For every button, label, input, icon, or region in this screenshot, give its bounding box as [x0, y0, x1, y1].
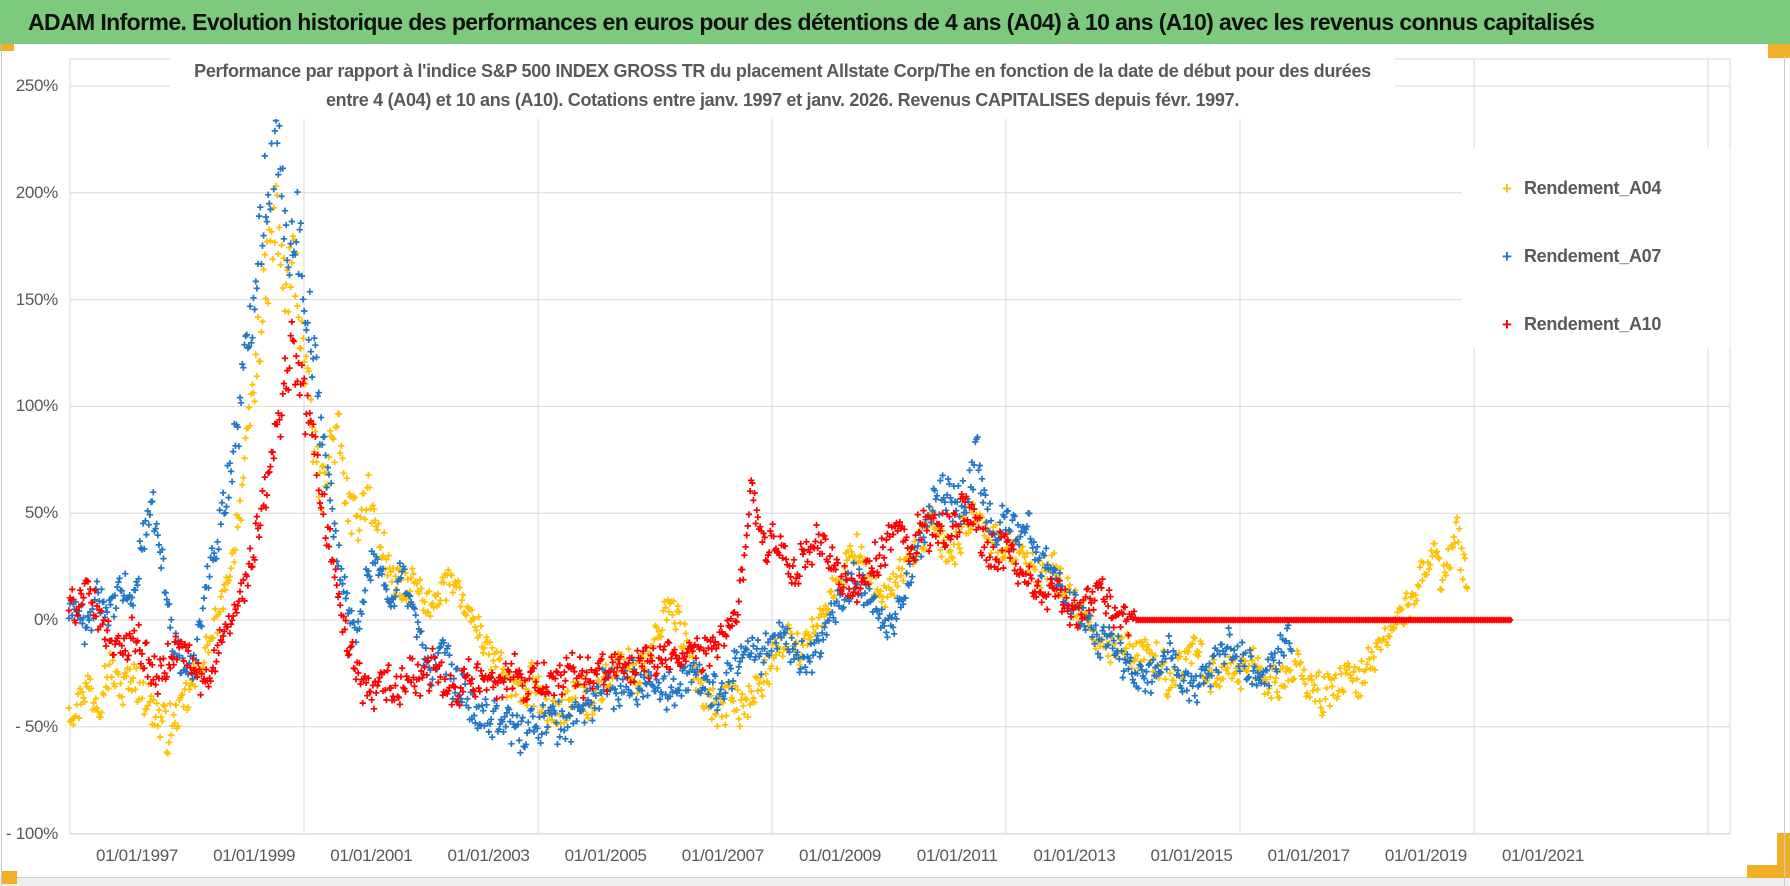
- plus-marker-icon: +: [1502, 179, 1512, 198]
- page-title: ADAM Informe. Evolution historique des p…: [28, 8, 1595, 35]
- x-tick-label: 01/01/1997: [95, 846, 179, 865]
- x-tick-label: 01/01/2019: [1384, 846, 1467, 865]
- x-tick-label: 01/01/2003: [447, 846, 530, 865]
- y-tick-label: 0%: [34, 610, 58, 629]
- y-tick-label: 50%: [24, 503, 58, 523]
- bottom-border-strip: [0, 877, 1790, 886]
- x-tick-label: 01/01/2011: [916, 846, 998, 865]
- left-border-line: [1, 44, 2, 886]
- chart-title-line2: entre 4 (A04) et 10 ans (A10). Cotations…: [325, 90, 1240, 110]
- chart-legend: + Rendement_A04 + Rendement_A07 + Rendement_A…: [1462, 148, 1730, 348]
- plus-marker-icon: +: [1502, 247, 1512, 266]
- x-tick-label: 01/01/2015: [1150, 846, 1233, 865]
- page-header: ADAM Informe. Evolution historique des p…: [0, 0, 1790, 44]
- legend-label: Rendement_A10: [1523, 314, 1662, 334]
- chart-title-line1: Performance par rapport à l'indice S&P 5…: [194, 61, 1371, 81]
- x-tick-label: 01/01/2007: [681, 846, 764, 865]
- plus-marker-icon: +: [1502, 315, 1512, 334]
- gold-accent-bottom-left: [2, 871, 17, 884]
- x-tick-label: 01/01/2009: [798, 846, 882, 865]
- y-tick-label: 150%: [15, 289, 59, 309]
- right-border-line: [1784, 56, 1785, 886]
- y-tick-label: - 50%: [15, 716, 58, 736]
- y-tick-label: - 100%: [5, 823, 58, 843]
- legend-item-Rendement_A07[interactable]: + Rendement_A07: [1502, 246, 1661, 267]
- y-tick-label: 100%: [15, 396, 59, 416]
- legend-label: Rendement_A07: [1523, 246, 1662, 266]
- legend-item-Rendement_A10[interactable]: + Rendement_A10: [1502, 314, 1661, 335]
- x-tick-label: 01/01/2001: [330, 846, 413, 865]
- legend-item-Rendement_A04[interactable]: + Rendement_A04: [1502, 178, 1661, 199]
- gold-accent-top-left: [0, 44, 14, 51]
- x-tick-label: 01/01/2021: [1501, 846, 1585, 865]
- gold-accent-bottom-right: [1747, 865, 1790, 878]
- x-tick-label: 01/01/2017: [1267, 846, 1350, 865]
- gold-accent-top-right: [1768, 44, 1790, 58]
- y-tick-label: 200%: [15, 182, 59, 202]
- x-tick-label: 01/01/2013: [1033, 846, 1116, 865]
- x-tick-label: 01/01/1999: [213, 846, 296, 865]
- chart-title: Performance par rapport à l'indice S&P 5…: [170, 57, 1395, 119]
- y-tick-label: 250%: [15, 76, 59, 95]
- x-tick-label: 01/01/2005: [564, 846, 647, 865]
- legend-label: Rendement_A04: [1523, 178, 1662, 198]
